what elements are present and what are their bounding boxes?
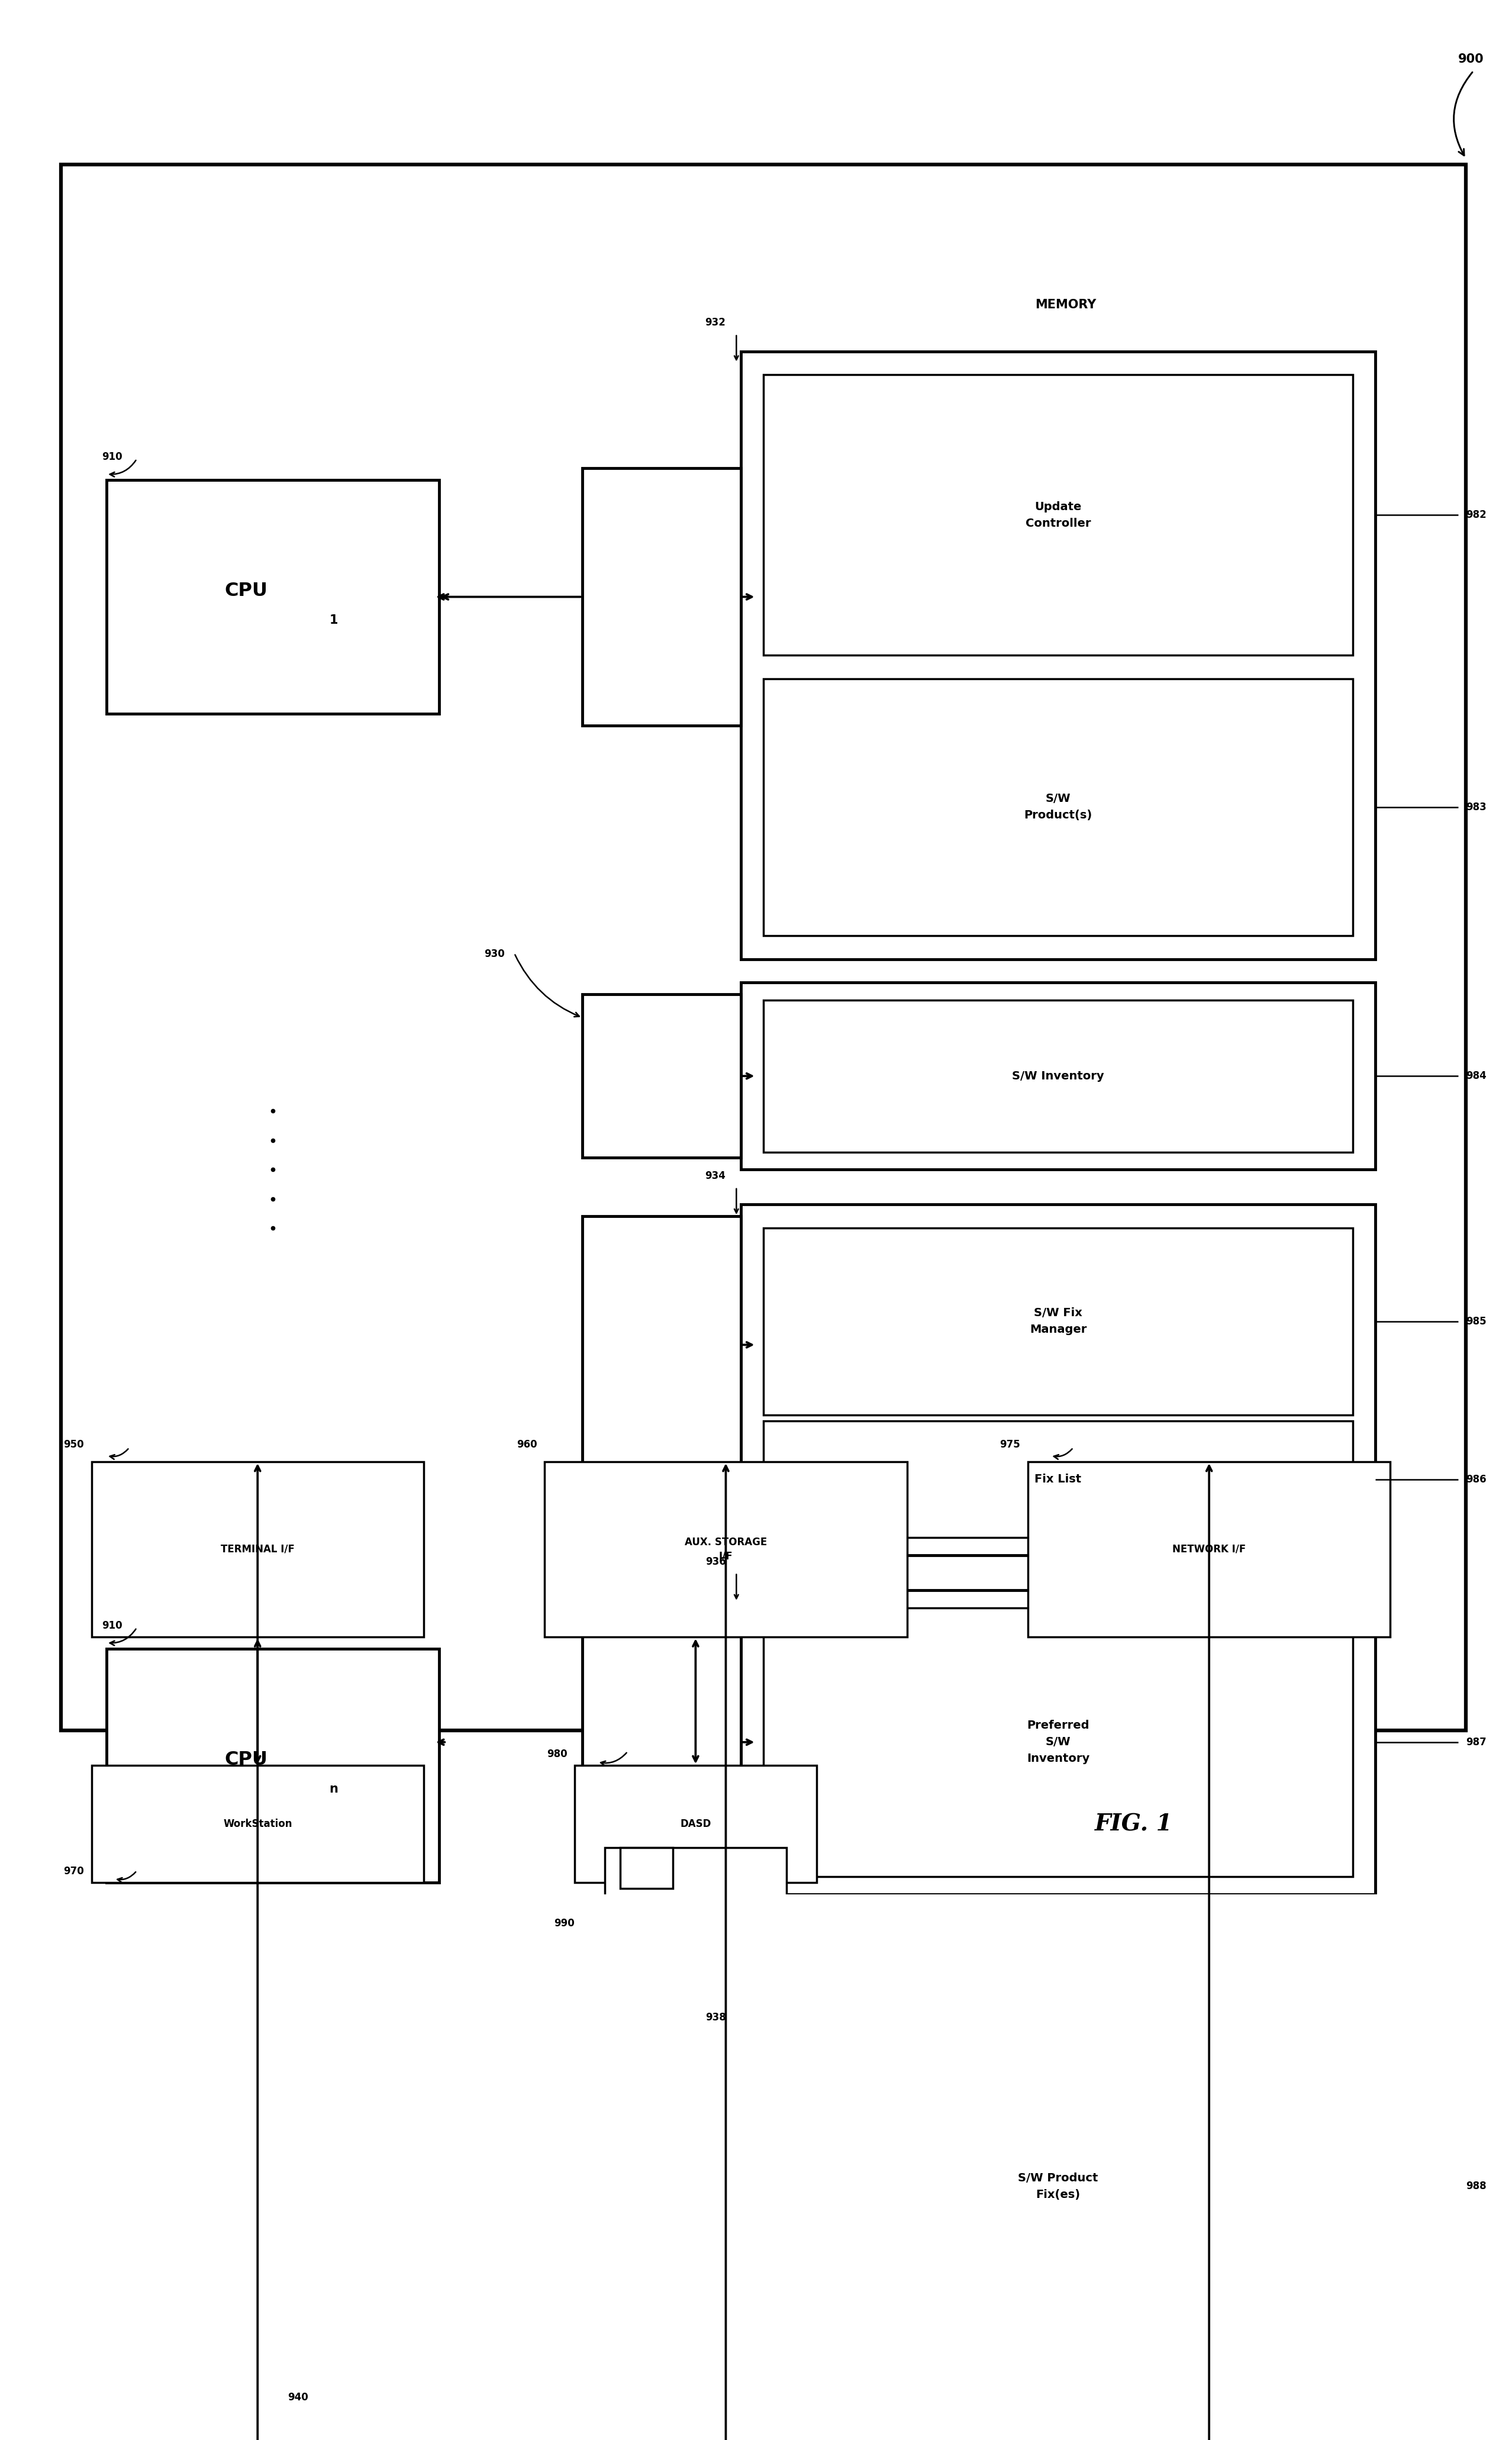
- Text: S/W Product
Fix(es): S/W Product Fix(es): [1018, 2172, 1098, 2201]
- Text: 932: 932: [705, 317, 726, 327]
- Text: 910: 910: [101, 451, 122, 464]
- Text: MEMORY: MEMORY: [1036, 298, 1096, 310]
- Bar: [582, 2081, 741, 2291]
- Bar: [91, 1462, 423, 1637]
- Text: NETWORK I/F: NETWORK I/F: [1172, 1545, 1246, 1554]
- Text: CPU: CPU: [224, 1749, 268, 1769]
- Text: S/W Fix
Manager: S/W Fix Manager: [1030, 1308, 1087, 1335]
- Text: DASD: DASD: [680, 1818, 711, 1830]
- Bar: [582, 1613, 741, 1871]
- Bar: [620, 1920, 771, 1989]
- Bar: [106, 1649, 438, 1881]
- Bar: [575, 1767, 816, 1881]
- Text: Fix List: Fix List: [1034, 1474, 1081, 1486]
- Bar: [764, 1000, 1353, 1152]
- Text: CPU: CPU: [224, 581, 268, 600]
- Text: Preferred
S/W
Inventory: Preferred S/W Inventory: [1027, 1720, 1090, 1764]
- Text: 960: 960: [517, 1440, 537, 1449]
- Text: S/W
Product(s): S/W Product(s): [1024, 793, 1092, 822]
- Bar: [741, 351, 1376, 959]
- Bar: [605, 1847, 786, 1998]
- Bar: [620, 1847, 673, 1889]
- Text: 980: 980: [547, 1749, 567, 1759]
- Text: 987: 987: [1465, 1737, 1486, 1747]
- Text: 936: 936: [705, 1557, 726, 1566]
- Text: 900: 900: [1458, 54, 1485, 66]
- Bar: [582, 1215, 741, 1474]
- Text: 1: 1: [330, 615, 337, 627]
- Bar: [106, 481, 438, 715]
- Bar: [741, 1205, 1376, 1554]
- Text: 984: 984: [1465, 1071, 1486, 1081]
- Bar: [91, 1767, 423, 1881]
- Text: n: n: [330, 1784, 339, 1796]
- Bar: [696, 281, 1436, 1625]
- Bar: [764, 376, 1353, 656]
- Text: S/W Inventory: S/W Inventory: [1012, 1071, 1104, 1081]
- Text: 930: 930: [484, 949, 505, 959]
- Text: 975: 975: [999, 1440, 1021, 1449]
- Bar: [741, 1591, 1376, 1893]
- Bar: [764, 2064, 1353, 2308]
- Text: TERMINAL I/F: TERMINAL I/F: [221, 1545, 295, 1554]
- Bar: [764, 1227, 1353, 1415]
- Text: 988: 988: [1465, 2181, 1486, 2191]
- Text: 970: 970: [64, 1867, 83, 1876]
- Text: 940: 940: [287, 2391, 308, 2403]
- Bar: [741, 2047, 1376, 2325]
- Text: Update
Controller: Update Controller: [1025, 500, 1090, 529]
- Bar: [741, 983, 1376, 1169]
- Text: 934: 934: [705, 1171, 726, 1181]
- Bar: [582, 468, 741, 725]
- Text: 982: 982: [1465, 510, 1486, 520]
- Text: AUX. STORAGE
I/F: AUX. STORAGE I/F: [685, 1537, 767, 1562]
- Text: FIG. 1: FIG. 1: [1095, 1813, 1172, 1835]
- Bar: [764, 678, 1353, 937]
- Text: 938: 938: [705, 2013, 726, 2023]
- Bar: [764, 1420, 1353, 1537]
- Text: 910: 910: [101, 1620, 122, 1630]
- Text: 985: 985: [1465, 1315, 1486, 1327]
- Text: 950: 950: [64, 1440, 83, 1449]
- Text: 990: 990: [555, 1918, 575, 1928]
- Bar: [764, 1608, 1353, 1876]
- Text: 986: 986: [1465, 1474, 1486, 1484]
- Bar: [582, 993, 741, 1159]
- Bar: [1028, 1462, 1391, 1637]
- Bar: [544, 1462, 907, 1637]
- Text: 983: 983: [1465, 803, 1486, 813]
- Bar: [62, 163, 1465, 1730]
- Text: WorkStation: WorkStation: [224, 1818, 292, 1830]
